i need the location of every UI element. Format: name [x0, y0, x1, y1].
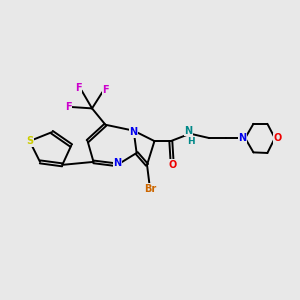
Text: F: F [75, 82, 82, 93]
Text: H: H [187, 136, 194, 146]
Text: O: O [168, 160, 176, 170]
Text: F: F [65, 102, 72, 112]
Text: S: S [26, 136, 33, 146]
Text: N: N [238, 133, 246, 143]
Text: O: O [274, 133, 282, 143]
Text: F: F [102, 85, 109, 95]
Text: N: N [113, 158, 122, 168]
Text: N: N [184, 126, 193, 136]
Text: N: N [130, 127, 138, 137]
Text: Br: Br [144, 184, 156, 194]
